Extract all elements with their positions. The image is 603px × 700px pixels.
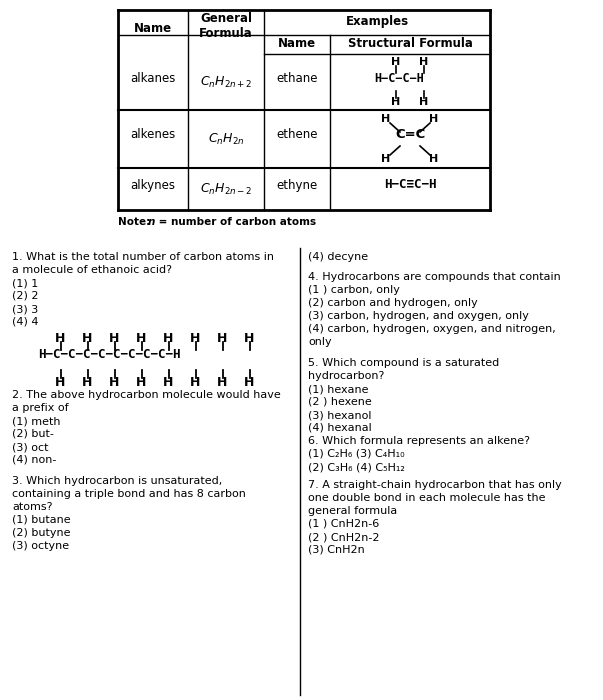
Text: (3) hexanol: (3) hexanol xyxy=(308,410,371,420)
Text: H−C−C−C−C−C−C−C−C−H: H−C−C−C−C−C−C−C−C−H xyxy=(39,349,181,361)
Text: H: H xyxy=(83,332,93,344)
Text: H: H xyxy=(244,332,254,344)
Text: Name: Name xyxy=(134,22,172,34)
Text: Note:: Note: xyxy=(118,217,154,227)
Text: ethyne: ethyne xyxy=(276,178,318,192)
Text: H: H xyxy=(381,154,391,164)
Text: (4) hexanal: (4) hexanal xyxy=(308,423,372,433)
Text: H: H xyxy=(244,375,254,389)
Text: alkanes: alkanes xyxy=(130,71,175,85)
Text: 2. The above hydrocarbon molecule would have: 2. The above hydrocarbon molecule would … xyxy=(12,390,281,400)
Text: H: H xyxy=(83,375,93,389)
Text: (3) carbon, hydrogen, and oxygen, only: (3) carbon, hydrogen, and oxygen, only xyxy=(308,311,529,321)
Text: ethene: ethene xyxy=(276,129,318,141)
Text: (3) octyne: (3) octyne xyxy=(12,541,69,551)
Text: a molecule of ethanoic acid?: a molecule of ethanoic acid? xyxy=(12,265,172,275)
Text: ethane: ethane xyxy=(276,71,318,85)
Text: (1) 1: (1) 1 xyxy=(12,278,38,288)
Text: $\mathit{C}_n\mathit{H}_{2n-2}$: $\mathit{C}_n\mathit{H}_{2n-2}$ xyxy=(200,181,252,197)
Text: H: H xyxy=(191,375,201,389)
Text: H: H xyxy=(429,154,438,164)
Text: 5. Which compound is a saturated: 5. Which compound is a saturated xyxy=(308,358,499,368)
Text: (1) C₂H₆ (3) C₄H₁₀: (1) C₂H₆ (3) C₄H₁₀ xyxy=(308,449,405,459)
Text: H: H xyxy=(191,332,201,344)
Text: H: H xyxy=(163,375,174,389)
Text: (1) meth: (1) meth xyxy=(12,416,60,426)
Text: one double bond in each molecule has the: one double bond in each molecule has the xyxy=(308,493,546,503)
Text: 1. What is the total number of carbon atoms in: 1. What is the total number of carbon at… xyxy=(12,252,274,262)
Text: H: H xyxy=(217,332,228,344)
Text: Examples: Examples xyxy=(346,15,409,28)
Text: Name: Name xyxy=(278,37,316,50)
Text: (2) 2: (2) 2 xyxy=(12,291,39,301)
Text: H: H xyxy=(136,332,147,344)
Text: (2) carbon and hydrogen, only: (2) carbon and hydrogen, only xyxy=(308,298,478,308)
Text: alkynes: alkynes xyxy=(130,178,175,192)
Text: containing a triple bond and has 8 carbon: containing a triple bond and has 8 carbo… xyxy=(12,489,246,499)
Text: (2) but-: (2) but- xyxy=(12,429,54,439)
Text: H: H xyxy=(109,332,119,344)
Text: (3) CnH2n: (3) CnH2n xyxy=(308,545,365,555)
Text: general formula: general formula xyxy=(308,506,397,516)
Text: = number of carbon atoms: = number of carbon atoms xyxy=(155,217,316,227)
Text: (3) oct: (3) oct xyxy=(12,442,48,452)
Text: H: H xyxy=(55,332,66,344)
Text: (4) non-: (4) non- xyxy=(12,455,56,465)
Text: H: H xyxy=(109,375,119,389)
Text: (1 ) carbon, only: (1 ) carbon, only xyxy=(308,285,400,295)
Text: H: H xyxy=(55,375,66,389)
Text: a prefix of: a prefix of xyxy=(12,403,69,413)
Text: H: H xyxy=(391,97,400,107)
Text: H−C≡C−H: H−C≡C−H xyxy=(384,178,436,192)
Text: H: H xyxy=(217,375,228,389)
Text: (2 ) CnH2n-2: (2 ) CnH2n-2 xyxy=(308,532,379,542)
Text: General
Formula: General Formula xyxy=(199,12,253,40)
Text: H: H xyxy=(419,57,429,67)
Text: (4) decyne: (4) decyne xyxy=(308,252,368,262)
Text: H: H xyxy=(429,114,438,124)
Text: (2) C₃H₆ (4) C₅H₁₂: (2) C₃H₆ (4) C₅H₁₂ xyxy=(308,462,405,472)
Text: 6. Which formula represents an alkene?: 6. Which formula represents an alkene? xyxy=(308,436,530,446)
Text: (4) 4: (4) 4 xyxy=(12,317,39,327)
Text: H−C−C−H: H−C−C−H xyxy=(374,71,424,85)
Text: Structural Formula: Structural Formula xyxy=(347,37,472,50)
Text: n: n xyxy=(148,217,156,227)
Text: H: H xyxy=(163,332,174,344)
Text: (4) carbon, hydrogen, oxygen, and nitrogen,: (4) carbon, hydrogen, oxygen, and nitrog… xyxy=(308,324,556,334)
Text: (3) 3: (3) 3 xyxy=(12,304,38,314)
Text: (1 ) CnH2n-6: (1 ) CnH2n-6 xyxy=(308,519,379,529)
Text: hydrocarbon?: hydrocarbon? xyxy=(308,371,384,381)
Text: 7. A straight-chain hydrocarbon that has only: 7. A straight-chain hydrocarbon that has… xyxy=(308,480,562,490)
Text: H: H xyxy=(136,375,147,389)
Text: $\mathit{C}_n\mathit{H}_{2n}$: $\mathit{C}_n\mathit{H}_{2n}$ xyxy=(207,132,244,146)
Text: 3. Which hydrocarbon is unsaturated,: 3. Which hydrocarbon is unsaturated, xyxy=(12,476,223,486)
Text: C=C: C=C xyxy=(395,129,425,141)
Text: (2) butyne: (2) butyne xyxy=(12,528,71,538)
Text: H: H xyxy=(391,57,400,67)
Text: (1) butane: (1) butane xyxy=(12,515,71,525)
Text: alkenes: alkenes xyxy=(130,129,175,141)
Text: (1) hexane: (1) hexane xyxy=(308,384,368,394)
Text: H: H xyxy=(381,114,391,124)
Text: only: only xyxy=(308,337,332,347)
Text: H: H xyxy=(419,97,429,107)
Text: (2 ) hexene: (2 ) hexene xyxy=(308,397,372,407)
Text: 4. Hydrocarbons are compounds that contain: 4. Hydrocarbons are compounds that conta… xyxy=(308,272,561,282)
Text: atoms?: atoms? xyxy=(12,502,52,512)
Text: $\mathit{C}_n\mathit{H}_{2n+2}$: $\mathit{C}_n\mathit{H}_{2n+2}$ xyxy=(200,74,252,90)
